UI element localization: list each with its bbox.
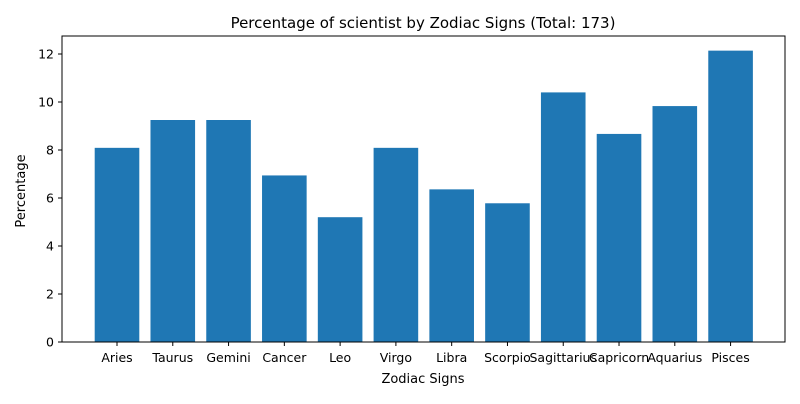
- bar-virgo: [373, 147, 419, 342]
- bar-capricorn: [596, 133, 642, 342]
- bar-cancer: [262, 175, 307, 342]
- y-tick-label: 4: [46, 239, 54, 254]
- y-axis-ticks: 0 2 4 6 8 10 12: [38, 47, 62, 350]
- y-tick-label: 12: [38, 47, 54, 62]
- y-tick-label: 10: [38, 95, 54, 110]
- x-tick-label: Virgo: [380, 350, 412, 365]
- y-tick-label: 6: [46, 191, 54, 206]
- y-tick-label: 2: [46, 287, 54, 302]
- y-axis-label: Percentage: [14, 154, 29, 227]
- x-tick-label: Cancer: [262, 350, 307, 365]
- plot-frame: [61, 35, 786, 343]
- bar-taurus: [150, 120, 196, 342]
- bar-aries: [94, 147, 140, 342]
- x-tick-label: Aquarius: [647, 350, 702, 365]
- x-axis-label: Zodiac Signs: [381, 372, 464, 387]
- bar-libra: [429, 189, 474, 342]
- bar-leo: [317, 217, 363, 342]
- bar-scorpio: [485, 203, 530, 342]
- x-tick-label: Scorpio: [484, 350, 531, 365]
- x-tick-label: Sagittarius: [529, 350, 597, 365]
- x-tick-label: Libra: [436, 350, 467, 365]
- x-tick-label: Aries: [101, 350, 132, 365]
- x-tick-label: Pisces: [711, 350, 749, 365]
- bar-sagittarius: [540, 92, 586, 343]
- bar-gemini: [206, 120, 251, 342]
- bar-aquarius: [652, 106, 698, 342]
- x-axis-ticks: Aries Taurus Gemini Cancer Leo Virgo Libra Scor…: [101, 342, 750, 365]
- x-tick-label: Capricorn: [589, 350, 649, 365]
- x-tick-label: Gemini: [206, 350, 250, 365]
- bar-pisces: [708, 50, 753, 342]
- x-tick-label: Leo: [329, 350, 351, 365]
- x-tick-label: Taurus: [151, 350, 193, 365]
- bar-series: [94, 50, 753, 343]
- chart-title: Percentage of scientist by Zodiac Signs …: [231, 14, 616, 32]
- y-tick-label: 8: [46, 143, 54, 158]
- y-tick-label: 0: [46, 335, 54, 350]
